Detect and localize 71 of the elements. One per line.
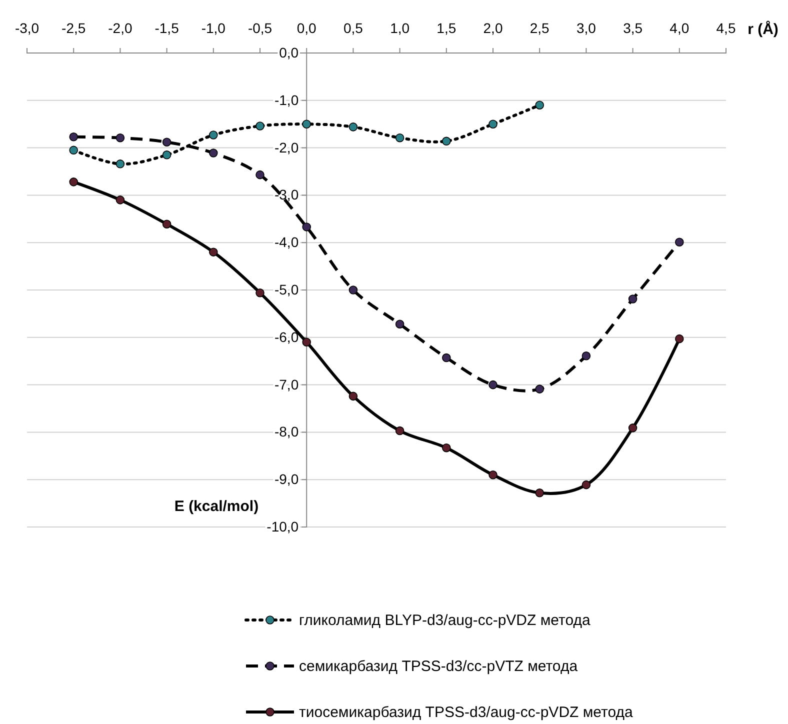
- point: [348, 286, 358, 294]
- point: [675, 334, 684, 344]
- point: [628, 294, 638, 304]
- point: [535, 100, 544, 110]
- y-tick-label: -3,0: [274, 186, 299, 203]
- point: [535, 384, 544, 394]
- y-tick-label: -4,0: [274, 234, 299, 250]
- point: [628, 424, 638, 432]
- x-tick-label: 1,5: [436, 20, 456, 36]
- x-tick-label: -1,0: [201, 20, 226, 36]
- x-tick-label: -2,0: [108, 20, 132, 36]
- legend-label: тиосемикарбазид TPSS-d3/aug-cc-pVDZ метода: [299, 704, 634, 721]
- point: [488, 470, 498, 480]
- point: [209, 148, 218, 158]
- point: [116, 133, 125, 142]
- point: [395, 133, 404, 142]
- point: [69, 146, 78, 155]
- point: [395, 320, 404, 329]
- point: [302, 120, 311, 128]
- point: [209, 130, 218, 140]
- x-tick-label: -3,0: [14, 20, 40, 36]
- point: [162, 138, 172, 146]
- y-tick-label: -7,0: [274, 376, 299, 392]
- point: [116, 160, 125, 168]
- point: [162, 150, 172, 160]
- point: [442, 136, 451, 146]
- y-tick-label: -10,0: [266, 518, 299, 534]
- y-tick-label: -9,0: [274, 471, 299, 488]
- point: [442, 353, 451, 362]
- y-tick-label: 0,0: [279, 44, 299, 60]
- point: [256, 170, 264, 180]
- point: [535, 488, 544, 498]
- y-tick-label: -2,0: [274, 139, 299, 156]
- y-tick-label: -6,0: [274, 328, 299, 345]
- x-tick-label: 2,0: [483, 20, 503, 36]
- point: [69, 178, 78, 186]
- x-axis-title: r (Å): [748, 20, 778, 38]
- x-tick-label: 1,0: [390, 20, 410, 36]
- point: [675, 238, 684, 247]
- point: [116, 196, 125, 204]
- y-axis-title: E (kcal/mol): [174, 498, 259, 515]
- x-tick-label: 0,0: [296, 20, 317, 36]
- point: [582, 480, 591, 490]
- x-tick-label: -0,5: [248, 20, 272, 36]
- point: [256, 122, 264, 130]
- point: [348, 392, 358, 401]
- y-tick-label: -5,0: [274, 281, 299, 298]
- x-tick-label: 3,5: [623, 20, 643, 36]
- x-tick-label: 4,5: [716, 20, 736, 36]
- x-tick-label: 3,0: [576, 20, 596, 36]
- point: [302, 338, 311, 347]
- y-tick-label: -1,0: [274, 92, 299, 108]
- x-tick-label: -1,5: [154, 20, 180, 36]
- x-tick-label: 4,0: [670, 20, 690, 36]
- x-tick-label: 2,5: [530, 20, 550, 36]
- point: [256, 288, 264, 298]
- x-tick-label: 0,5: [343, 20, 364, 36]
- point: [395, 426, 404, 436]
- point: [302, 222, 311, 232]
- y-tick-label: -8,0: [274, 424, 299, 440]
- point: [69, 132, 78, 142]
- point: [348, 122, 358, 132]
- x-tick-label: -2,5: [62, 20, 86, 36]
- point: [582, 352, 591, 360]
- point: [488, 380, 498, 390]
- point: [442, 443, 451, 452]
- point: [162, 220, 172, 228]
- legend-label: семикарбазид TPSS-d3/cc-pVTZ метода: [299, 658, 578, 675]
- point: [209, 248, 218, 256]
- point: [488, 120, 498, 128]
- legend-label: гликоламид BLYP-d3/aug-cc-pVDZ метода: [299, 612, 591, 629]
